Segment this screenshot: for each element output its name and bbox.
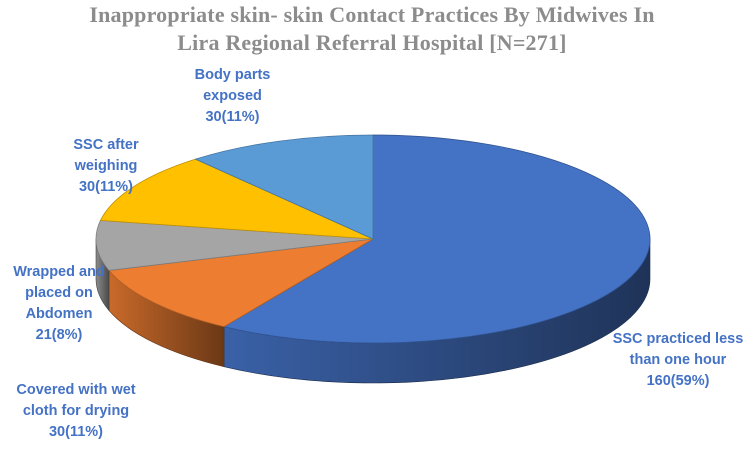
slice-label-line: 21(8%) <box>35 327 83 343</box>
slice-label-line: Abdomen <box>25 306 93 322</box>
slice-label-line: SSC after <box>73 137 139 153</box>
slice-label-4: Body parts exposed 30(11%) <box>175 65 290 128</box>
slice-label-line: Covered with wet <box>16 382 136 398</box>
slice-0 <box>222 134 651 344</box>
slice-label-3: SSC after weighing 30(11%) <box>50 135 162 198</box>
slice-label-0: SSC practiced less than one hour 160(59%) <box>583 329 744 392</box>
chart-title-line-1: Inappropriate skin- skin Contact Practic… <box>89 2 655 27</box>
slice-label-1: Covered with wet cloth for drying 30(11%) <box>0 380 152 443</box>
slice-label-2: Wrapped and placed on Abdomen 21(8%) <box>0 262 118 346</box>
slice-label-line: weighing <box>74 158 138 174</box>
slice-2 <box>95 219 374 271</box>
slice-label-line: SSC practiced less <box>612 331 744 347</box>
slice-label-line: cloth for drying <box>22 403 130 419</box>
slice-label-line: Body parts <box>194 67 271 83</box>
pie-top-faces <box>95 134 651 344</box>
chart-title-line-2: Lira Regional Referral Hospital [N=271] <box>177 30 567 55</box>
slice-label-line: Wrapped and <box>13 264 105 280</box>
slice-label-line: 30(11%) <box>205 109 260 125</box>
slice-label-line: than one hour <box>629 352 727 368</box>
slice-label-line: placed on <box>25 285 93 301</box>
slice-label-line: 30(11%) <box>78 179 133 195</box>
slice-label-line: exposed <box>203 88 262 104</box>
slice-label-line: 160(59%) <box>646 373 710 389</box>
slice-label-line: 30(11%) <box>48 424 103 440</box>
slice-3 <box>99 158 374 240</box>
slice-1 <box>108 238 374 328</box>
slice-4 <box>194 134 374 240</box>
